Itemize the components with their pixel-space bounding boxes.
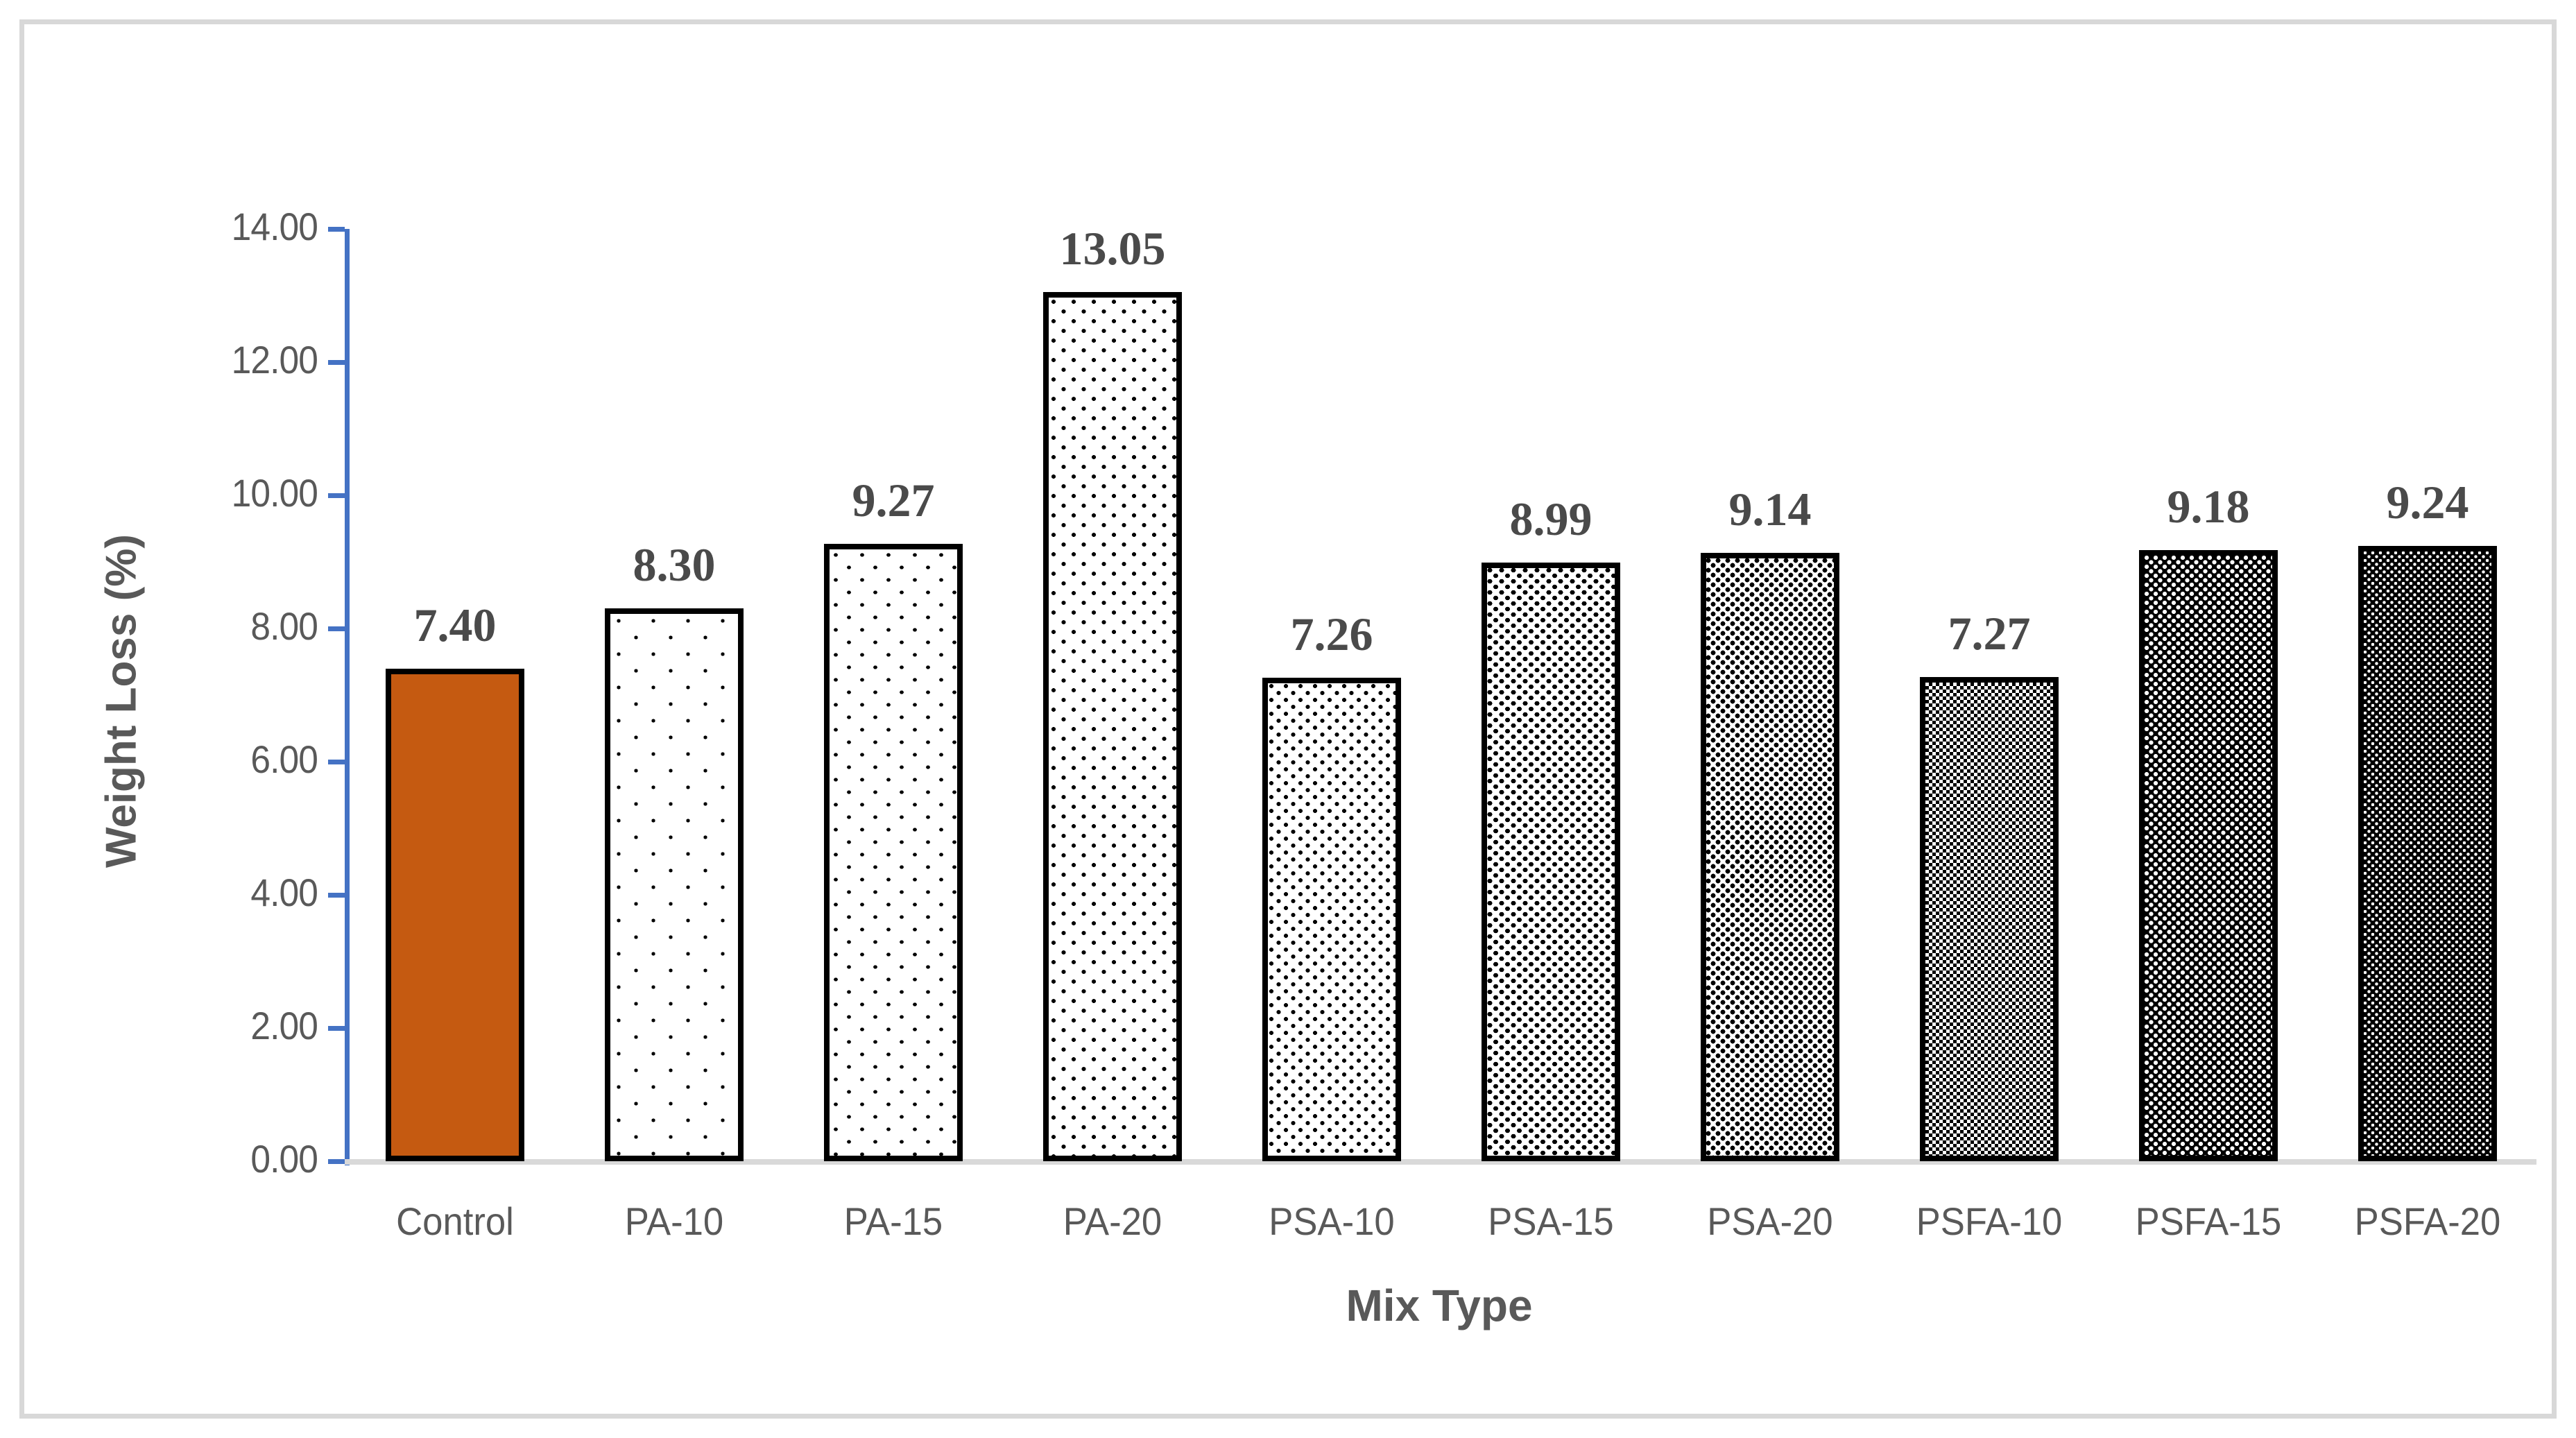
y-axis-tick <box>328 360 345 365</box>
bar-pa-20 <box>1043 292 1182 1161</box>
bar-pa-15 <box>824 544 963 1161</box>
x-tick-label-psa-20: PSA-20 <box>1707 1199 1833 1243</box>
bar-psa-15 <box>1482 563 1620 1161</box>
data-label-pa-10: 8.30 <box>633 538 716 591</box>
y-tick-label: 10.00 <box>231 471 318 515</box>
bar-psa-20 <box>1701 553 1839 1161</box>
data-label-psfa-15: 9.18 <box>2167 480 2250 533</box>
y-tick-label: 6.00 <box>250 737 318 781</box>
y-axis-title: Weight Loss (%) <box>97 533 146 868</box>
x-tick-label-pa-10: PA-10 <box>624 1199 724 1243</box>
bar-psa-10 <box>1262 678 1401 1161</box>
y-axis-tick <box>328 227 345 232</box>
y-axis-tick <box>328 1026 345 1031</box>
data-label-psa-10: 7.26 <box>1290 608 1373 660</box>
bar-control <box>386 669 524 1161</box>
x-tick-label-psa-10: PSA-10 <box>1269 1199 1395 1243</box>
y-axis-tick <box>328 493 345 498</box>
bar-psfa-15 <box>2139 550 2278 1161</box>
x-tick-label-psa-15: PSA-15 <box>1488 1199 1614 1243</box>
x-tick-label-psfa-10: PSFA-10 <box>1916 1199 2063 1243</box>
x-tick-label-psfa-15: PSFA-15 <box>2135 1199 2282 1243</box>
y-tick-label: 8.00 <box>250 604 318 648</box>
x-axis-title: Mix Type <box>1346 1281 1533 1330</box>
y-axis-tick <box>328 626 345 631</box>
y-tick-label: 14.00 <box>231 205 318 248</box>
y-axis-tick <box>328 1159 345 1164</box>
x-tick-label-pa-15: PA-15 <box>843 1199 943 1243</box>
data-label-psa-20: 9.14 <box>1728 483 1812 536</box>
x-axis-baseline <box>345 1159 2536 1165</box>
bar-pa-10 <box>605 608 744 1161</box>
y-tick-label: 12.00 <box>231 338 318 382</box>
data-label-pa-20: 13.05 <box>1059 222 1166 275</box>
y-tick-label: 2.00 <box>250 1004 318 1047</box>
data-label-pa-15: 9.27 <box>852 474 935 527</box>
bar-psfa-10 <box>1920 677 2059 1161</box>
x-tick-label-pa-20: PA-20 <box>1063 1199 1162 1243</box>
bar-psfa-20 <box>2358 546 2497 1161</box>
y-tick-label: 0.00 <box>250 1137 318 1181</box>
y-tick-label: 4.00 <box>250 871 318 914</box>
x-tick-label-psfa-20: PSFA-20 <box>2354 1199 2501 1243</box>
y-axis-line <box>345 229 350 1165</box>
data-label-psfa-20: 9.24 <box>2386 476 2469 529</box>
data-label-psfa-10: 7.27 <box>1948 607 2031 660</box>
data-label-psa-15: 8.99 <box>1509 493 1592 545</box>
x-tick-label-control: Control <box>396 1199 514 1243</box>
y-axis-tick <box>328 760 345 764</box>
y-axis-tick <box>328 893 345 898</box>
data-label-control: 7.40 <box>413 599 497 651</box>
